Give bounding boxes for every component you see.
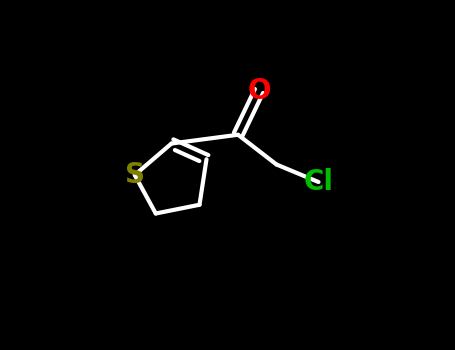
Text: Cl: Cl [303,168,334,196]
Text: O: O [247,77,271,105]
Text: S: S [125,161,145,189]
